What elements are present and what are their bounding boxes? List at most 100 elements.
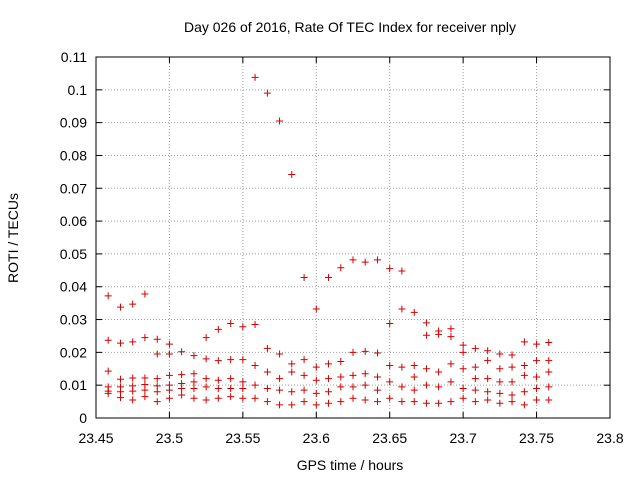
y-axis-label: ROTI / TECUs [5,193,21,283]
x-tick-label: 23.5 [156,430,183,446]
data-point [496,389,504,397]
data-point [117,303,125,311]
data-point [300,274,308,282]
data-point [300,386,308,394]
data-point [214,394,222,402]
data-point [251,394,259,402]
data-point [447,325,455,333]
x-tick-label: 23.55 [225,430,260,446]
data-point [312,363,320,371]
data-point [239,378,247,386]
data-point [533,396,541,404]
data-point [398,305,406,313]
data-point [190,378,198,386]
data-point [324,360,332,368]
y-tick-label: 0.06 [60,213,87,229]
data-point [386,394,394,402]
data-point [202,375,210,383]
data-point [349,256,357,264]
data-point [190,352,198,360]
data-point [202,396,210,404]
data-point [214,357,222,365]
x-tick-label: 23.75 [519,430,554,446]
data-point [263,398,271,406]
data-point [508,391,516,399]
data-point [471,344,479,352]
data-point [337,358,345,366]
data-point [104,292,112,300]
data-point [520,361,528,369]
data-point [508,351,516,359]
data-point [533,340,541,348]
data-point [251,381,259,389]
data-point [484,357,492,365]
data-point [422,399,430,407]
data-point [374,349,382,357]
data-point [288,401,296,409]
x-tick-label: 23.45 [78,430,113,446]
data-point [263,344,271,352]
data-point [153,375,161,383]
data-point [276,117,284,125]
data-point [410,308,418,316]
data-point [251,73,259,81]
data-point [398,383,406,391]
data-point [324,388,332,396]
data-point [300,356,308,364]
data-point [104,389,112,397]
data-point [104,336,112,344]
data-point [484,375,492,383]
data-point [141,334,149,342]
data-point [386,378,394,386]
data-point [508,363,516,371]
data-point [533,373,541,381]
data-point [202,355,210,363]
data-point [337,398,345,406]
y-tick-labels: 0 0.01 0.02 0.03 0.04 0.05 0.06 0.07 0.08 0.09 0.1… [60,49,87,426]
data-point [214,376,222,384]
y-tick-label: 0.03 [60,312,87,328]
data-point [545,383,553,391]
data-point [288,170,296,178]
y-tick-label: 0.02 [60,344,87,360]
data-point [129,300,137,308]
data-point [141,290,149,298]
data-point [435,383,443,391]
data-point [178,384,186,392]
data-point [459,341,467,349]
y-tick-label: 0.1 [68,82,88,98]
data-point [141,374,149,382]
data-point [324,274,332,282]
data-point [165,386,173,394]
data-point [129,338,137,346]
data-point [239,323,247,331]
data-point [386,319,394,327]
data-point [422,365,430,373]
data-point [324,375,332,383]
data-point [459,384,467,392]
data-point [447,333,455,341]
data-point [300,398,308,406]
y-tick-label: 0.05 [60,246,87,262]
data-point [374,256,382,264]
plot-frame [95,56,611,419]
data-point [471,386,479,394]
data-point [153,388,161,396]
data-point [104,367,112,375]
data-point [153,382,161,390]
data-point [288,360,296,368]
x-axis-label: GPS time / hours [297,457,404,473]
data-point [312,376,320,384]
data-point [508,378,516,386]
y-tick-label: 0 [79,410,87,426]
data-point [545,357,553,365]
data-point [312,305,320,313]
data-point [165,350,173,358]
data-point [545,368,553,376]
data-point [276,350,284,358]
data-point [496,350,504,358]
data-point [422,331,430,339]
data-point [288,388,296,396]
data-point [545,396,553,404]
data-point [484,347,492,355]
